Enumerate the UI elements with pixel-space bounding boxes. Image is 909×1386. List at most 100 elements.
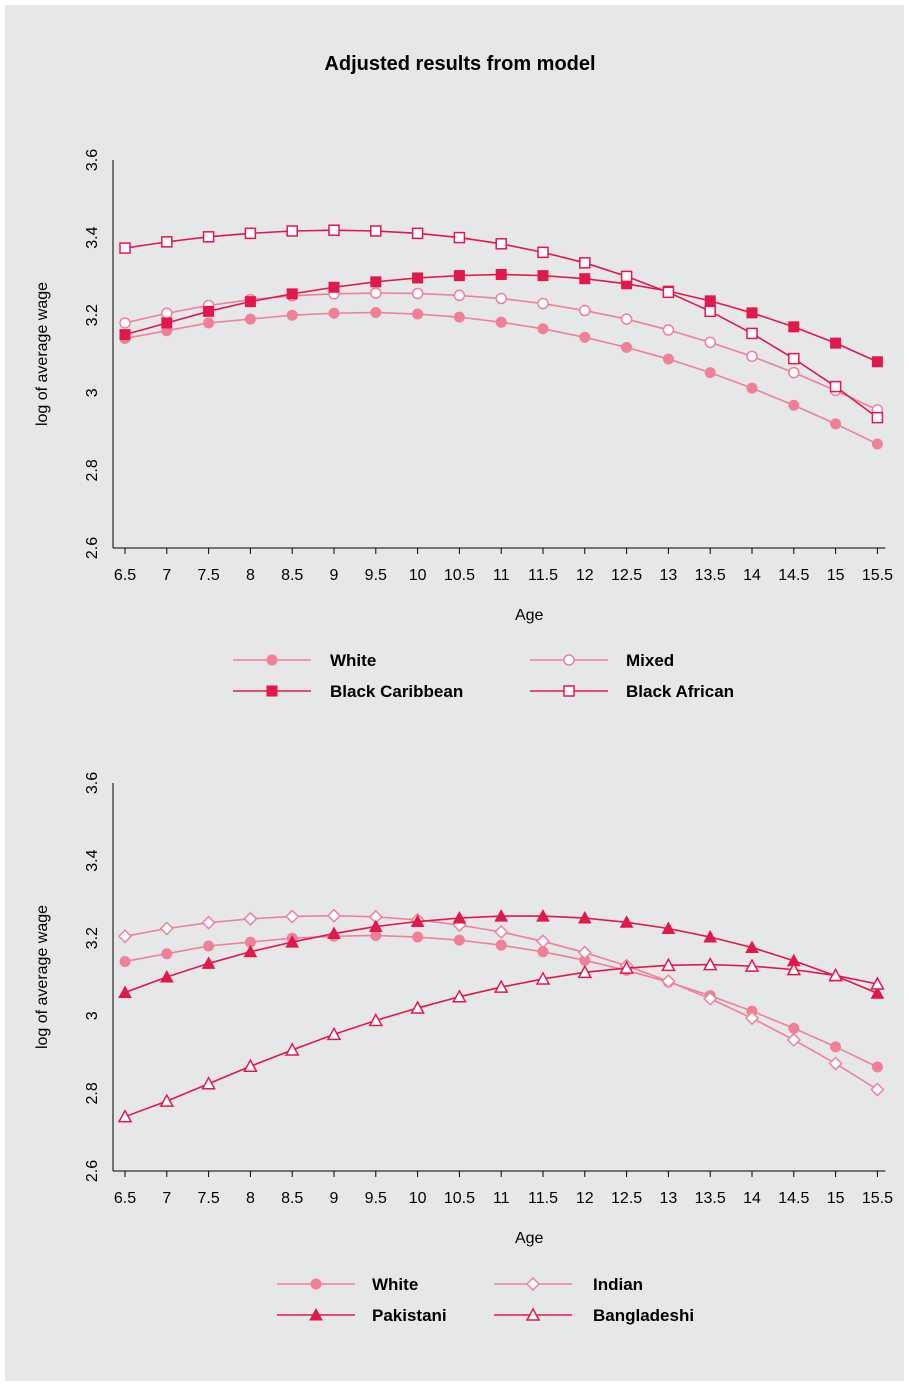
x-tick-label: 8.5 — [281, 567, 303, 584]
data-point-black-african — [453, 231, 466, 244]
data-point-white — [871, 438, 883, 450]
series-line-mixed — [124, 292, 878, 411]
data-point-pakistani — [661, 921, 676, 934]
x-tick-label: 8 — [246, 1190, 255, 1207]
data-point-white — [662, 353, 674, 365]
legend-label: Black Caribbean — [330, 682, 463, 701]
data-point-white — [370, 306, 382, 318]
data-point-bangladeshi — [535, 971, 551, 985]
data-point-white — [412, 931, 424, 943]
data-point-black-caribbean — [704, 295, 716, 307]
x-tick-label: 14.5 — [778, 567, 809, 584]
legend-marker-white — [266, 654, 278, 666]
data-point-black-african — [871, 411, 884, 424]
data-point-black-caribbean — [412, 272, 424, 284]
data-point-black-caribbean — [537, 270, 549, 282]
legend-label: White — [330, 651, 376, 670]
x-tick-label: 9 — [330, 567, 339, 584]
data-point-white — [328, 307, 340, 319]
data-point-pakistani — [159, 969, 174, 983]
data-point-black-caribbean — [328, 281, 340, 293]
legend-item-pakistani: Pakistani — [277, 1306, 447, 1325]
x-tick-label: 10 — [409, 1190, 427, 1207]
data-point-bangladeshi — [870, 976, 885, 990]
data-point-black-caribbean — [244, 296, 256, 308]
legend-label: White — [372, 1275, 418, 1294]
series-white — [119, 306, 883, 450]
legend-label: Pakistani — [372, 1306, 447, 1325]
data-point-bangladeshi — [493, 979, 509, 993]
data-point-white — [871, 1061, 883, 1073]
data-point-black-african — [537, 246, 549, 259]
data-point-pakistani — [870, 986, 885, 999]
series-white — [119, 929, 883, 1073]
data-point-indian — [285, 909, 300, 924]
data-point-black-african — [370, 225, 382, 237]
data-point-mixed — [662, 324, 675, 336]
y-tick-label: 3.4 — [84, 226, 101, 248]
legend-marker-pakistani — [309, 1307, 323, 1321]
data-point-indian — [870, 1082, 885, 1097]
data-point-black-caribbean — [746, 307, 758, 319]
data-point-bangladeshi — [828, 967, 843, 982]
data-point-black-caribbean — [370, 276, 382, 288]
data-point-indian — [117, 929, 133, 944]
x-tick-label: 15 — [827, 1190, 845, 1207]
data-point-white — [537, 323, 549, 335]
data-point-pakistani — [201, 956, 216, 969]
legend-item-black-african: Black African — [530, 682, 734, 701]
x-tick-label: 13 — [660, 1190, 678, 1207]
y-axis-label: log of average wage — [34, 282, 51, 426]
x-tick-label: 14.5 — [778, 1190, 809, 1207]
x-tick-label: 13 — [660, 567, 678, 584]
x-tick-label: 13.5 — [695, 567, 726, 584]
data-point-black-african — [411, 227, 424, 240]
legend-item-black-caribbean: Black Caribbean — [233, 682, 463, 701]
x-tick-label: 10.5 — [444, 567, 475, 584]
y-tick-label: 3.6 — [84, 772, 101, 794]
data-point-mixed — [537, 297, 549, 310]
legend-label: Indian — [593, 1275, 643, 1294]
data-point-bangladeshi — [326, 1026, 342, 1041]
data-point-mixed — [119, 317, 131, 329]
x-tick-label: 11.5 — [528, 567, 558, 584]
x-tick-label: 12.5 — [611, 1190, 642, 1207]
legend-label: Bangladeshi — [593, 1306, 694, 1325]
data-point-black-african — [704, 305, 716, 318]
data-point-black-caribbean — [453, 270, 465, 282]
data-point-black-african — [202, 231, 215, 243]
data-point-mixed — [704, 336, 716, 349]
data-point-white — [161, 948, 173, 960]
data-point-white — [453, 934, 465, 946]
data-point-indian — [494, 924, 509, 940]
data-point-black-african — [788, 352, 800, 365]
data-point-black-african — [286, 225, 298, 237]
legend-marker-bangladeshi — [525, 1307, 541, 1321]
data-point-black-caribbean — [161, 317, 173, 329]
series-line-white — [124, 311, 878, 445]
x-tick-label: 9.5 — [365, 567, 387, 584]
data-point-bangladeshi — [452, 989, 467, 1003]
x-tick-label: 15.5 — [862, 567, 893, 584]
series-black-caribbean — [119, 268, 883, 368]
x-tick-label: 7 — [162, 1190, 171, 1207]
data-point-white — [788, 1022, 800, 1034]
x-tick-label: 9 — [330, 1190, 339, 1207]
data-point-white — [621, 341, 633, 353]
legend-marker-black-african — [563, 685, 575, 697]
x-tick-label: 8 — [246, 567, 255, 584]
data-point-mixed — [370, 287, 382, 299]
data-point-white — [830, 418, 842, 430]
data-point-black-caribbean — [788, 321, 800, 333]
data-point-black-african — [620, 270, 633, 283]
data-point-pakistani — [703, 929, 718, 943]
x-tick-label: 14 — [743, 567, 761, 584]
data-point-bangladeshi — [284, 1042, 300, 1056]
data-point-indian — [661, 974, 676, 989]
legend-item-white: White — [233, 651, 376, 670]
legend-marker-mixed — [563, 654, 575, 666]
data-point-bangladeshi — [744, 958, 760, 972]
data-point-pakistani — [368, 919, 383, 933]
y-tick-label: 3.2 — [84, 304, 101, 326]
